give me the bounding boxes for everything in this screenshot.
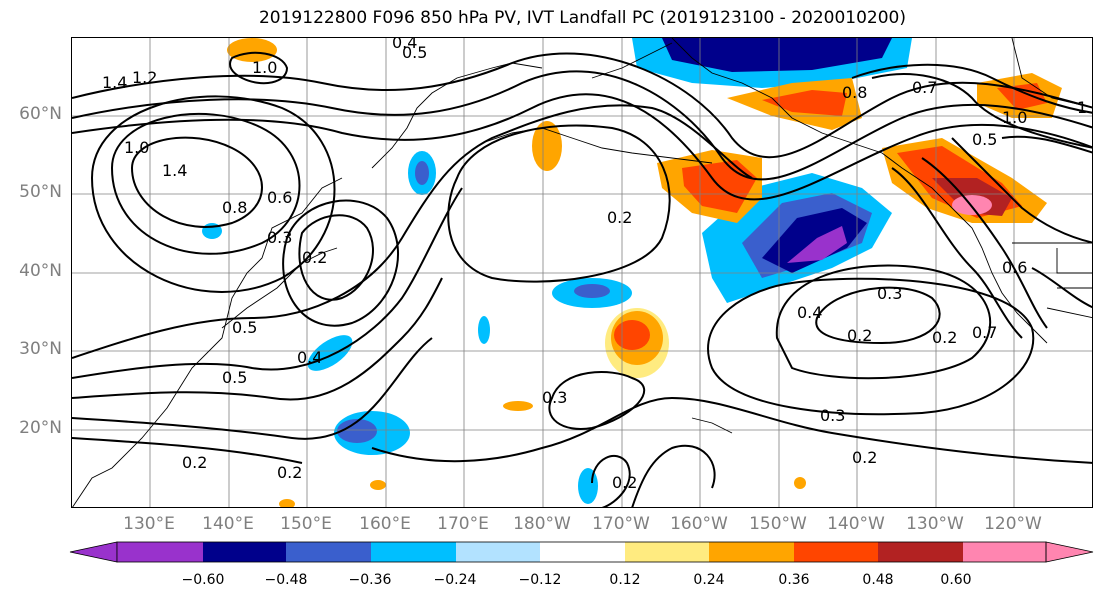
lon-label: 180°W bbox=[513, 514, 571, 534]
contour-label-group: 1.4 1.2 1.0 1.4 1.0 0.5 0.4 0.8 0.6 0.3 … bbox=[102, 38, 1087, 492]
colorbar-tick-label: −0.12 bbox=[518, 572, 562, 588]
contour-label: 1.0 bbox=[1002, 108, 1027, 127]
contour-label: 0.4 bbox=[297, 348, 322, 367]
contour-label: 0.6 bbox=[1002, 258, 1027, 277]
lon-label: 120°W bbox=[984, 514, 1042, 534]
lon-label: 150°E bbox=[280, 514, 332, 534]
lon-label: 140°W bbox=[827, 514, 885, 534]
contour-label: 0.4 bbox=[797, 303, 822, 322]
lon-label: 140°E bbox=[202, 514, 254, 534]
contour-label: 0.2 bbox=[852, 448, 877, 467]
colorbar-segment bbox=[794, 542, 878, 562]
contour-label: 0.5 bbox=[222, 368, 247, 387]
contour-label: 0.4 bbox=[392, 38, 417, 52]
lat-label-40n: 40°N bbox=[19, 261, 62, 281]
contour-label: 0.3 bbox=[820, 406, 845, 425]
negative-anomaly-southern bbox=[578, 468, 598, 504]
lon-label: 160°W bbox=[670, 514, 728, 534]
colorbar-segment bbox=[878, 542, 963, 562]
lat-label-30n: 30°N bbox=[19, 339, 62, 359]
negative-anomaly-japan-east bbox=[307, 335, 353, 371]
positive-anomaly-canada-core bbox=[997, 83, 1047, 110]
colorbar-tick-label: 0.12 bbox=[609, 572, 641, 588]
contour-label: 0.5 bbox=[972, 130, 997, 149]
contour-label: 0.3 bbox=[542, 388, 567, 407]
negative-anomaly-small-1 bbox=[478, 316, 490, 344]
colorbar-outline bbox=[116, 541, 1047, 563]
contour-label: 1.2 bbox=[132, 68, 157, 87]
colorbar-tick-label: −0.36 bbox=[348, 572, 392, 588]
contour-label: 1.0 bbox=[252, 58, 277, 77]
negative-anomaly-subtropics-core bbox=[337, 419, 377, 443]
contour-lines bbox=[72, 51, 1092, 507]
colorbar-segment bbox=[963, 542, 1046, 562]
lat-label-50n: 50°N bbox=[19, 182, 62, 202]
contour-label: 0.8 bbox=[842, 83, 867, 102]
contour-label: 1.0 bbox=[124, 138, 149, 157]
positive-anomaly-small-4 bbox=[279, 499, 295, 507]
contour-label: 0.7 bbox=[912, 78, 937, 97]
contour-label: 0.2 bbox=[932, 328, 957, 347]
lon-label: 160°E bbox=[359, 514, 411, 534]
contour-label: 1.4 bbox=[162, 161, 187, 180]
colorbar-extend-low bbox=[69, 541, 118, 563]
colorbar-tick-label: −0.48 bbox=[264, 572, 308, 588]
contour-label: 0.2 bbox=[182, 453, 207, 472]
negative-anomaly-central-extreme bbox=[787, 226, 847, 263]
colorbar-tick-label: 0.24 bbox=[693, 572, 725, 588]
map-canvas: 1.4 1.2 1.0 1.4 1.0 0.5 0.4 0.8 0.6 0.3 … bbox=[72, 38, 1092, 507]
colorbar-segment bbox=[203, 542, 286, 562]
contour-label: 0.8 bbox=[222, 198, 247, 217]
contour-label: 0.3 bbox=[267, 228, 292, 247]
lat-label-60n: 60°N bbox=[19, 104, 62, 124]
map-title: 2019122800 F096 850 hPa PV, IVT Landfall… bbox=[258, 8, 906, 28]
colorbar-segment bbox=[117, 542, 203, 562]
lon-label: 170°E bbox=[437, 514, 489, 534]
positive-anomaly-midlat-core bbox=[614, 320, 650, 350]
contour-label: 0.2 bbox=[302, 248, 327, 267]
colorbar-extend-high bbox=[1045, 541, 1094, 563]
colorbar-tick-label: −0.60 bbox=[181, 572, 225, 588]
lon-label: 130°E bbox=[123, 514, 175, 534]
negative-anomaly-gulf-alaska-core bbox=[662, 38, 892, 72]
contour-label: 1 bbox=[1077, 98, 1087, 117]
colorbar-segment bbox=[456, 542, 540, 562]
positive-anomaly-small-2 bbox=[794, 477, 806, 489]
lon-label: 170°W bbox=[592, 514, 650, 534]
contour-label: 0.5 bbox=[402, 43, 427, 62]
lon-label: 130°W bbox=[906, 514, 964, 534]
colorbar-segment bbox=[371, 542, 456, 562]
lon-label: 150°W bbox=[749, 514, 807, 534]
colorbar-segment bbox=[625, 542, 709, 562]
contour-label: 0.7 bbox=[972, 323, 997, 342]
positive-anomaly-small-1 bbox=[503, 401, 533, 411]
contour-label: 0.2 bbox=[607, 208, 632, 227]
negative-anomaly-midpacific-core bbox=[574, 284, 610, 298]
contour-label: 1.4 bbox=[102, 73, 127, 92]
contour-label: 0.3 bbox=[877, 284, 902, 303]
contour-label: 0.6 bbox=[267, 188, 292, 207]
positive-anomaly-bc-extreme bbox=[952, 195, 992, 215]
negative-anomaly-kuril-core bbox=[415, 161, 429, 185]
colorbar-segment bbox=[709, 542, 794, 562]
colorbar bbox=[69, 541, 1094, 563]
contour-label: 0.2 bbox=[612, 473, 637, 492]
contour-label: 0.2 bbox=[277, 463, 302, 482]
colorbar-tick-label: −0.24 bbox=[433, 572, 477, 588]
colorbar-segment bbox=[540, 542, 625, 562]
map-panel[interactable]: 1.4 1.2 1.0 1.4 1.0 0.5 0.4 0.8 0.6 0.3 … bbox=[71, 37, 1093, 508]
positive-anomaly-north bbox=[532, 121, 562, 171]
colorbar-segment bbox=[286, 542, 371, 562]
lat-label-20n: 20°N bbox=[19, 418, 62, 438]
positive-anomaly-bering-core bbox=[762, 90, 847, 116]
colorbar-tick-label: 0.48 bbox=[862, 572, 894, 588]
positive-anomaly-small-3 bbox=[370, 480, 386, 490]
colorbar-tick-label: 0.36 bbox=[778, 572, 810, 588]
contour-label: 0.5 bbox=[232, 318, 257, 337]
colorbar-tick-label: 0.60 bbox=[940, 572, 972, 588]
contour-label: 0.2 bbox=[847, 326, 872, 345]
